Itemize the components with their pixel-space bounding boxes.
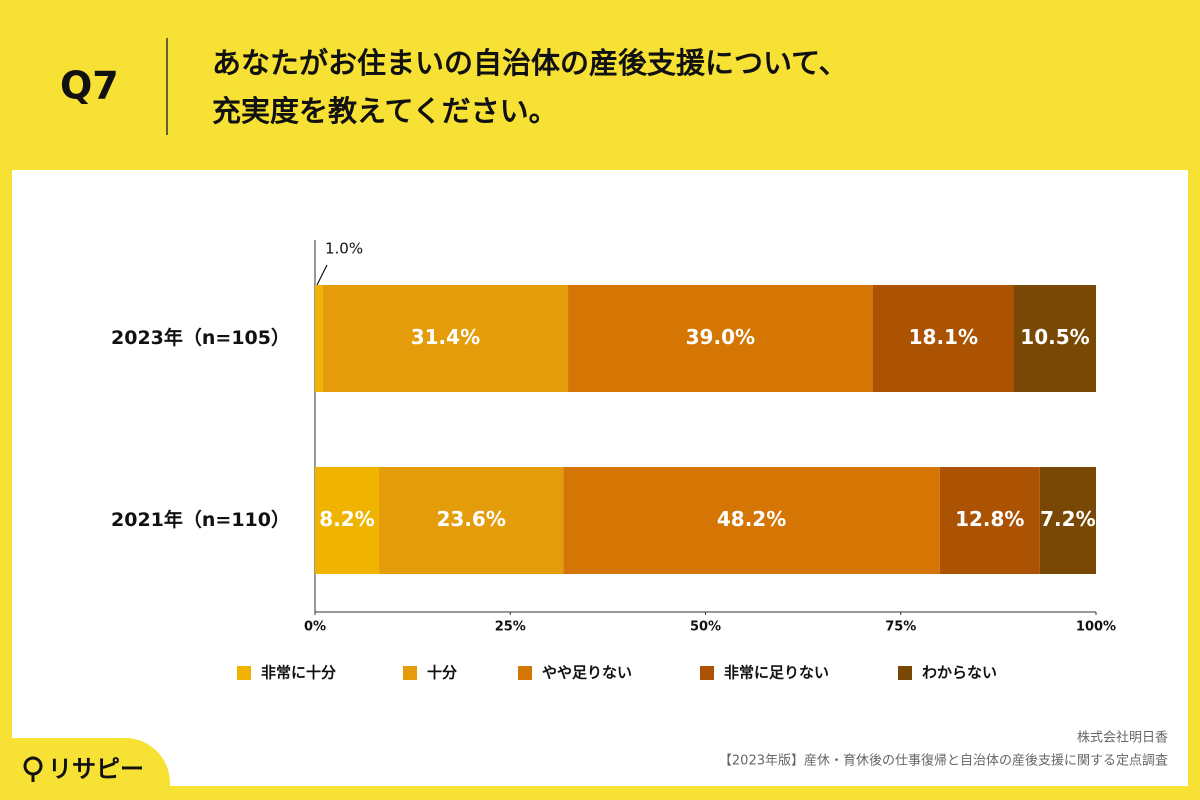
bar-segment	[379, 467, 564, 574]
legend-label: わからない	[922, 664, 997, 682]
legend-swatch	[237, 666, 251, 680]
logo: リサピー	[48, 755, 144, 783]
legend-swatch	[518, 666, 532, 680]
x-tick-label: 25%	[495, 620, 526, 635]
data-label: 8.2%	[319, 507, 374, 531]
source: 株式会社明日香	[1077, 730, 1168, 746]
bar-segment	[322, 285, 569, 392]
bar-segment	[315, 285, 323, 392]
data-label: 23.6%	[437, 507, 506, 531]
data-label: 12.8%	[955, 507, 1024, 531]
data-label: 18.1%	[909, 325, 978, 349]
x-tick-label: 100%	[1076, 620, 1116, 635]
chart-title: 充実度を教えてください。	[212, 94, 558, 128]
data-label: 31.4%	[411, 325, 480, 349]
bar-segment	[872, 285, 1014, 392]
data-label: 39.0%	[686, 325, 755, 349]
x-tick-label: 50%	[690, 620, 721, 635]
legend-label: 十分	[427, 664, 457, 682]
plot: 0% 25% 50% 75% 100% 2023年（n=105） 1.0% 31.4% 39.0…	[111, 240, 1116, 682]
legend-label: 非常に十分	[261, 664, 336, 682]
logo-badge	[0, 738, 170, 800]
data-label: 7.2%	[1040, 507, 1095, 531]
legend-swatch	[898, 666, 912, 680]
chart-title: あなたがお住まいの自治体の産後支援について、	[212, 46, 848, 80]
source: 【2023年版】産休・育休後の仕事復帰と自治体の産後支援に関する定点調査	[719, 753, 1168, 769]
y-tick-label: 2023年（n=105）	[111, 326, 290, 349]
legend-swatch	[700, 666, 714, 680]
legend-label: やや足りない	[542, 664, 632, 682]
question-label: Q7	[60, 64, 119, 108]
bar-segment	[939, 467, 1040, 574]
y-tick-label: 2021年（n=110）	[111, 508, 290, 531]
x-tick-label: 75%	[885, 620, 916, 635]
data-label: 48.2%	[717, 507, 786, 531]
data-label: 10.5%	[1020, 325, 1089, 349]
bar-segment	[563, 467, 940, 574]
bar-segment	[1013, 285, 1096, 392]
bar-segment	[315, 467, 380, 574]
bar-segment	[1039, 467, 1096, 574]
leader-line	[316, 264, 328, 286]
bar-segment	[568, 285, 873, 392]
legend-label: 非常に足りない	[724, 664, 829, 682]
data-label: 1.0%	[325, 240, 363, 258]
x-tick-label: 0%	[304, 620, 326, 635]
legend-swatch	[403, 666, 417, 680]
